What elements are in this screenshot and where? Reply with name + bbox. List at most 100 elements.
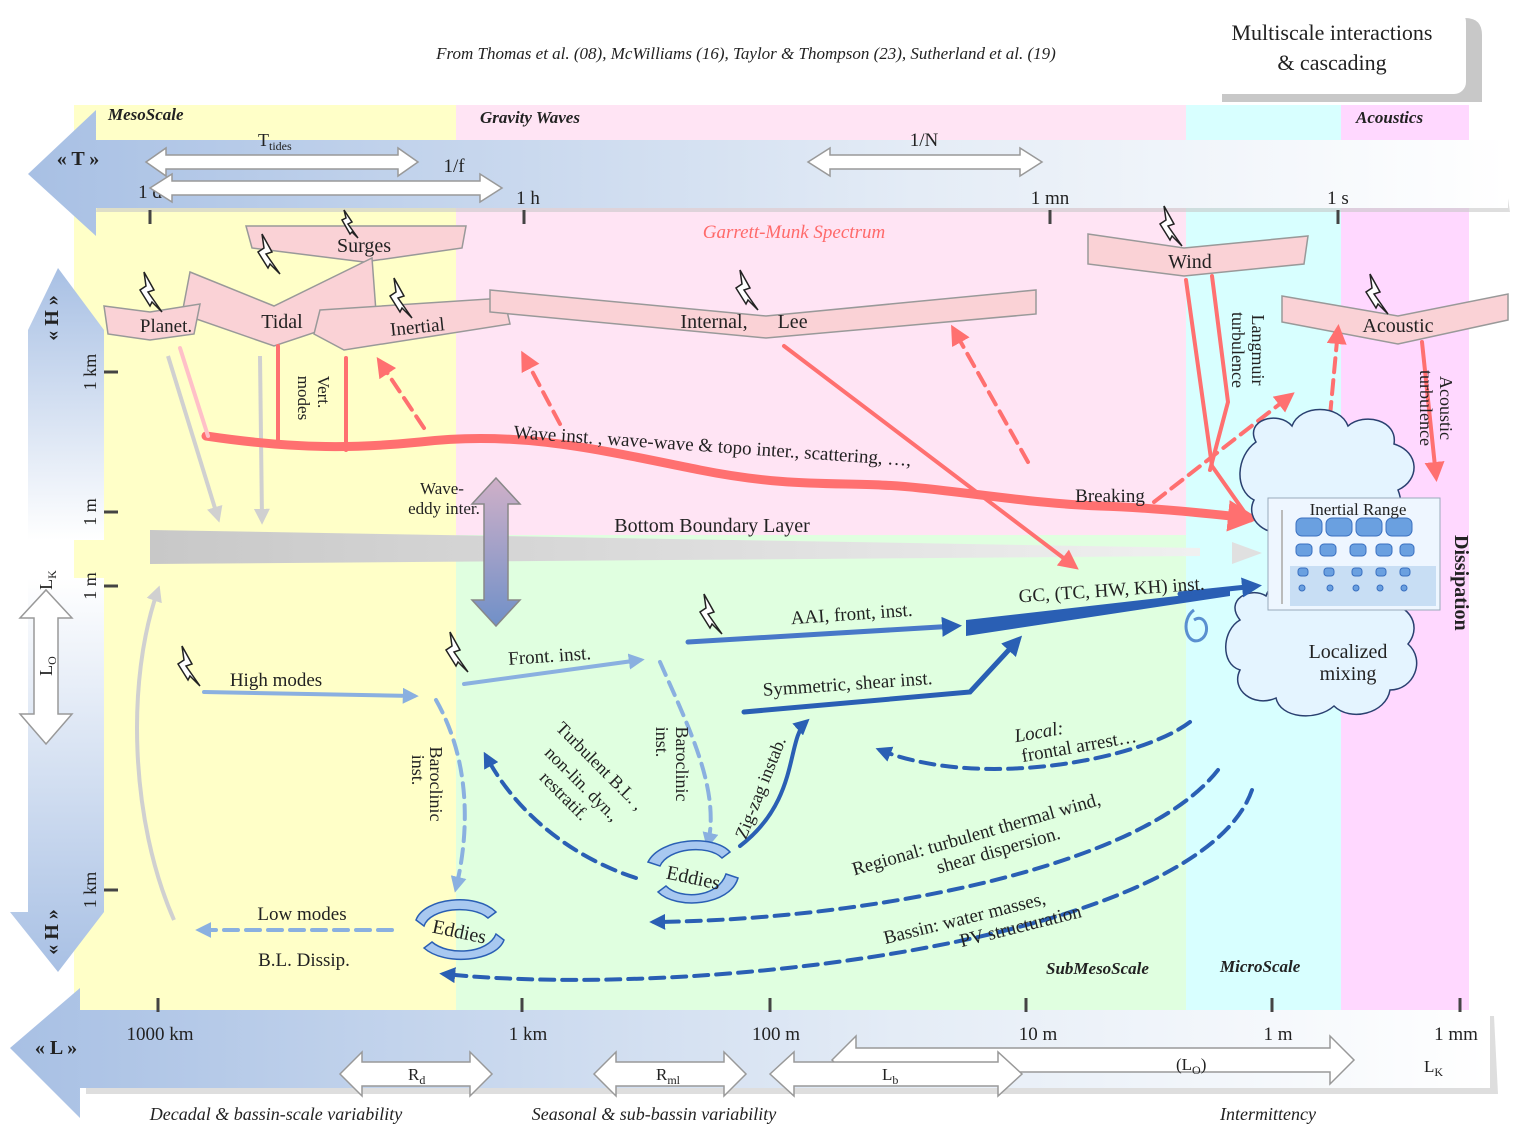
breaking-label: Breaking bbox=[1075, 486, 1145, 507]
bbl-label: Bottom Boundary Layer bbox=[614, 515, 810, 537]
length-tick-1mm: 1 mm bbox=[1434, 1024, 1478, 1045]
rd-label: Rd bbox=[408, 1065, 425, 1087]
baroclinic-b-label-2: inst. bbox=[652, 727, 672, 758]
rd-arrow bbox=[338, 1050, 494, 1098]
inv-n-arrow bbox=[806, 146, 1044, 178]
title-box bbox=[1204, 10, 1482, 102]
length-tick-100m: 100 m bbox=[752, 1024, 800, 1045]
length-axis-label: « L » bbox=[35, 1037, 77, 1059]
bbl-arrow-head bbox=[1232, 542, 1262, 564]
title-line1: Multiscale interactions bbox=[1232, 20, 1433, 45]
inv-f-arrow bbox=[148, 172, 504, 204]
blue-flows bbox=[195, 577, 1262, 984]
lb-label: Lb bbox=[882, 1065, 898, 1087]
depth-tick-1km-top: 1 km bbox=[80, 354, 100, 391]
acoustic-turb-label-1: Acoustic bbox=[1436, 376, 1456, 440]
red-wave-flows bbox=[178, 274, 1445, 570]
langmuir-label-1: Langmuir bbox=[1248, 315, 1268, 386]
inertial-range-inset bbox=[1267, 497, 1441, 611]
wave-eddy-label-1: Wave- bbox=[420, 479, 464, 498]
length-axis bbox=[10, 988, 1498, 1118]
lightning-icon bbox=[734, 269, 759, 311]
gc-band bbox=[966, 590, 1230, 636]
sources-line: From Thomas et al. (08), McWilliams (16)… bbox=[435, 44, 1056, 63]
lo-paren-label: (LO) bbox=[1176, 1055, 1206, 1077]
lightning-icon bbox=[698, 593, 723, 635]
surges-label: Surges bbox=[337, 235, 391, 257]
submesoscale-label: SubMesoScale bbox=[1046, 959, 1149, 978]
var-seasonal: Seasonal & sub-bassin variability bbox=[532, 1104, 777, 1124]
inv-f-label: 1/f bbox=[443, 156, 465, 177]
baroclinic-b-label-1: Baroclinic bbox=[672, 727, 692, 802]
var-intermittency: Intermittency bbox=[1219, 1104, 1316, 1124]
time-scale-arrows bbox=[144, 146, 1044, 204]
wind-shape bbox=[1087, 233, 1309, 277]
wave-eddy-label-2: eddy inter. bbox=[408, 499, 480, 518]
depth-axis bbox=[10, 268, 118, 972]
low-modes-label: Low modes bbox=[257, 904, 346, 925]
time-tick-1s: 1 s bbox=[1327, 188, 1349, 209]
baroclinic-a-label-1: Baroclinic bbox=[426, 747, 446, 822]
localized-label-1: Localized bbox=[1309, 641, 1388, 663]
eddy-rings bbox=[415, 840, 739, 961]
depth-tick-1m-top: 1 m bbox=[80, 498, 100, 526]
title-line2: & cascading bbox=[1277, 50, 1386, 75]
lb-arrow bbox=[768, 1050, 1024, 1098]
length-tick-1km: 1 km bbox=[509, 1024, 548, 1045]
lightning-icon bbox=[176, 645, 201, 687]
time-axis-label: « T » bbox=[57, 148, 100, 170]
depth-lo-label: LO bbox=[36, 656, 59, 676]
length-tick-10m: 10 m bbox=[1019, 1024, 1058, 1045]
surges-shape bbox=[245, 225, 467, 263]
lightning-icon bbox=[256, 233, 281, 275]
lightning-icon bbox=[138, 271, 163, 313]
wave-inst-band bbox=[201, 431, 1260, 532]
bl-dissip-label: B.L. Dissip. bbox=[258, 950, 350, 971]
depth-label-bottom: « H » bbox=[41, 909, 63, 955]
lightning-icons bbox=[138, 205, 1389, 687]
garrett-munk-label: Garrett-Munk Spectrum bbox=[703, 222, 885, 243]
localized-label-2: mixing bbox=[1320, 663, 1377, 685]
internal-lee-shape bbox=[489, 289, 1037, 339]
lightning-icon bbox=[444, 631, 469, 673]
lightning-icon bbox=[388, 277, 413, 319]
bbl-band bbox=[150, 530, 1200, 564]
acoustic-label: Acoustic bbox=[1362, 315, 1433, 337]
lo-double-arrow bbox=[18, 588, 74, 746]
inv-n-label: 1/N bbox=[910, 130, 939, 151]
lk-label: LK bbox=[1424, 1057, 1443, 1079]
t-tides-label: Ttides bbox=[258, 130, 292, 153]
depth-tick-1km-bottom: 1 km bbox=[80, 872, 100, 909]
lightning-icon bbox=[1364, 273, 1389, 315]
acoustics-label: Acoustics bbox=[1355, 108, 1423, 127]
inertial-shape bbox=[313, 297, 511, 351]
depth-tick-1m-bottom: 1 m bbox=[80, 572, 100, 600]
gravity-waves-label: Gravity Waves bbox=[480, 108, 580, 127]
langmuir-label-2: turbulence bbox=[1228, 312, 1248, 388]
length-tick-1000km: 1000 km bbox=[126, 1024, 193, 1045]
dissipation-label: Dissipation bbox=[1450, 535, 1472, 631]
vert-modes-label-1: Vert. bbox=[314, 376, 333, 409]
small-vortex-icon bbox=[1184, 608, 1209, 643]
depth-lk-label: LK bbox=[36, 570, 59, 590]
microscale-label: MicroScale bbox=[1219, 957, 1301, 976]
lightning-icon bbox=[1158, 205, 1183, 247]
rml-label: Rml bbox=[656, 1065, 681, 1087]
planet-shape bbox=[103, 303, 201, 341]
t-tides-arrow bbox=[144, 146, 420, 178]
rml-arrow bbox=[592, 1050, 748, 1098]
acoustic-turb-label-2: turbulence bbox=[1416, 370, 1436, 446]
time-tick-1h: 1 h bbox=[516, 188, 540, 209]
var-decadal: Decadal & bassin-scale variability bbox=[149, 1104, 402, 1124]
lightning-icon bbox=[340, 209, 359, 239]
length-tick-1m: 1 m bbox=[1263, 1024, 1292, 1045]
forcing-shapes bbox=[103, 225, 1509, 351]
mesoscale-label: MesoScale bbox=[107, 105, 184, 124]
grey-arrows bbox=[135, 355, 270, 921]
vert-modes-label-2: modes bbox=[294, 376, 313, 420]
planet-label: Planet. bbox=[140, 316, 192, 337]
tidal-label: Tidal bbox=[261, 311, 303, 333]
inertial-range-label: Inertial Range bbox=[1310, 500, 1407, 519]
